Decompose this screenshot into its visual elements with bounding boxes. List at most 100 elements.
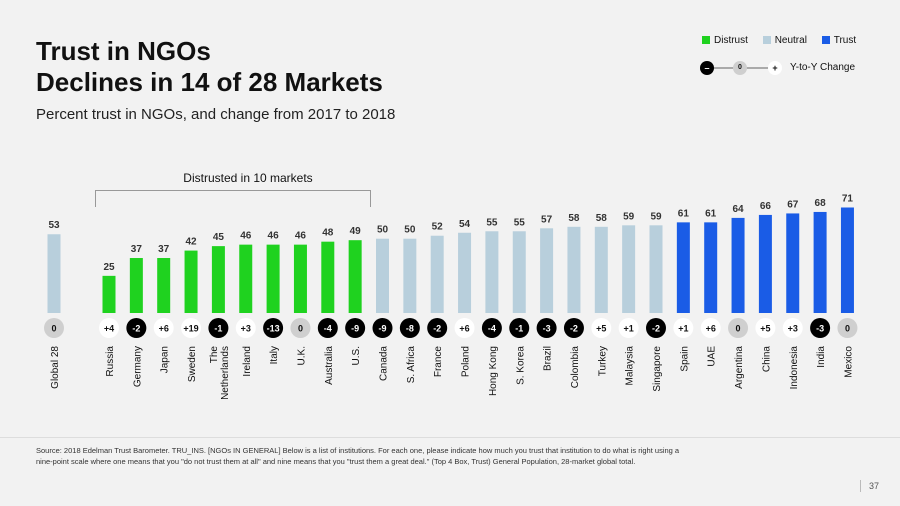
change-badge-12	[399, 318, 420, 338]
value-label-26: 67	[787, 199, 799, 210]
tick-label-3: Japan	[160, 346, 171, 373]
change-badge-8	[290, 318, 311, 338]
value-label-19: 58	[596, 213, 608, 224]
change-badge-18	[563, 318, 584, 338]
tick-label-8: U.K.	[296, 346, 307, 365]
tick-label-6: Ireland	[242, 346, 253, 377]
change-label-20: +1	[624, 324, 634, 334]
value-label-10: 49	[350, 226, 362, 237]
change-badge-19	[591, 318, 612, 338]
change-label-17: -3	[543, 324, 551, 334]
change-badge-5	[208, 318, 229, 338]
chart-title: Trust in NGOs Declines in 14 of 28 Marke…	[36, 36, 383, 98]
change-label-0: 0	[51, 324, 56, 334]
bar-chart: 53 0 Global 28 25 +4 Russia 37 -2 Germany 37 +6 Jap…	[44, 193, 858, 400]
yoy-minus-icon: –	[700, 61, 714, 75]
change-badge-23	[700, 318, 721, 338]
tick-label-18: Colombia	[570, 346, 581, 389]
change-label-16: -1	[515, 324, 523, 334]
bar-26	[786, 213, 800, 313]
change-label-19: +5	[596, 324, 606, 334]
bar-14	[458, 232, 472, 313]
change-label-3: +6	[159, 324, 169, 334]
value-label-23: 61	[705, 208, 717, 219]
tick-label-14: Poland	[461, 346, 472, 377]
bar-7	[266, 244, 280, 313]
legend-trust-swatch	[821, 36, 830, 44]
tick-label-2: Germany	[132, 346, 143, 387]
change-label-28: 0	[845, 324, 850, 334]
change-badge-16	[509, 318, 530, 338]
chart-subtitle: Percent trust in NGOs, and change from 2…	[36, 106, 396, 123]
change-label-6: +3	[241, 324, 251, 334]
value-label-22: 61	[678, 208, 690, 219]
tick-label-7: Italy	[269, 346, 280, 364]
change-badge-20	[618, 318, 639, 338]
bar-0	[47, 234, 61, 313]
value-label-4: 42	[185, 237, 197, 248]
bar-18	[567, 226, 581, 313]
change-badge-28	[837, 318, 858, 338]
value-label-12: 50	[404, 225, 416, 236]
value-label-27: 68	[815, 198, 827, 209]
value-label-20: 59	[623, 211, 635, 222]
change-badge-0	[44, 318, 64, 338]
change-badge-11	[372, 318, 393, 338]
change-badge-24	[728, 318, 749, 338]
bar-16	[512, 231, 526, 313]
bar-1	[102, 275, 116, 313]
legend-trust: Trust	[821, 35, 856, 46]
tick-label-9: Australia	[324, 346, 335, 385]
tick-label-17: Brazil	[543, 346, 554, 371]
change-label-10: -9	[351, 324, 359, 334]
page-number: 37	[860, 480, 879, 492]
yoy-plus-icon: +	[768, 61, 782, 75]
change-badge-21	[646, 318, 666, 338]
yoy-zero-icon: 0	[733, 61, 747, 75]
value-label-11: 50	[377, 225, 389, 236]
bar-10	[348, 240, 362, 313]
tick-label-22: Spain	[679, 346, 690, 372]
change-label-26: +3	[788, 324, 798, 334]
bar-13	[430, 235, 444, 313]
bar-22	[676, 222, 690, 313]
change-label-1: +4	[104, 324, 114, 334]
tick-label-28: Mexico	[843, 346, 854, 378]
change-label-21: -2	[652, 324, 660, 334]
change-label-9: -4	[324, 324, 332, 334]
value-label-28: 71	[842, 193, 854, 204]
tick-label-4: Sweden	[187, 346, 198, 382]
tick-label-12: S. Africa	[406, 346, 417, 384]
change-badge-6	[235, 318, 256, 338]
change-badge-7	[263, 318, 284, 338]
legend-distrust-swatch	[702, 36, 710, 44]
change-badge-25	[755, 318, 776, 338]
change-badge-27	[810, 318, 831, 338]
value-label-25: 66	[760, 201, 772, 212]
change-label-13: -2	[433, 324, 441, 334]
tick-label-26: Indonesia	[789, 346, 800, 390]
change-label-11: -9	[378, 324, 386, 334]
bar-11	[376, 238, 389, 313]
tick-label-16: S. Korea	[515, 346, 526, 385]
distrust-bracket	[95, 190, 371, 207]
value-label-5: 45	[213, 232, 225, 243]
change-label-4: +19	[183, 324, 198, 334]
change-label-15: -4	[488, 324, 496, 334]
tick-label-5-0: The	[209, 346, 220, 364]
change-badge-15	[481, 318, 502, 338]
change-badge-14	[454, 318, 475, 338]
legend: Distrust Neutral Trust	[702, 35, 868, 46]
bar-12	[403, 238, 417, 313]
value-label-14: 54	[459, 219, 471, 230]
value-label-13: 52	[432, 222, 444, 233]
change-badge-22	[673, 318, 694, 338]
change-label-23: +6	[706, 324, 716, 334]
value-label-8: 46	[295, 231, 307, 242]
bar-9	[321, 241, 335, 313]
bar-17	[540, 228, 554, 313]
bar-3	[157, 258, 171, 313]
legend-neutral-swatch	[762, 36, 771, 44]
change-label-18: -2	[570, 324, 578, 334]
value-label-2: 37	[131, 244, 143, 255]
